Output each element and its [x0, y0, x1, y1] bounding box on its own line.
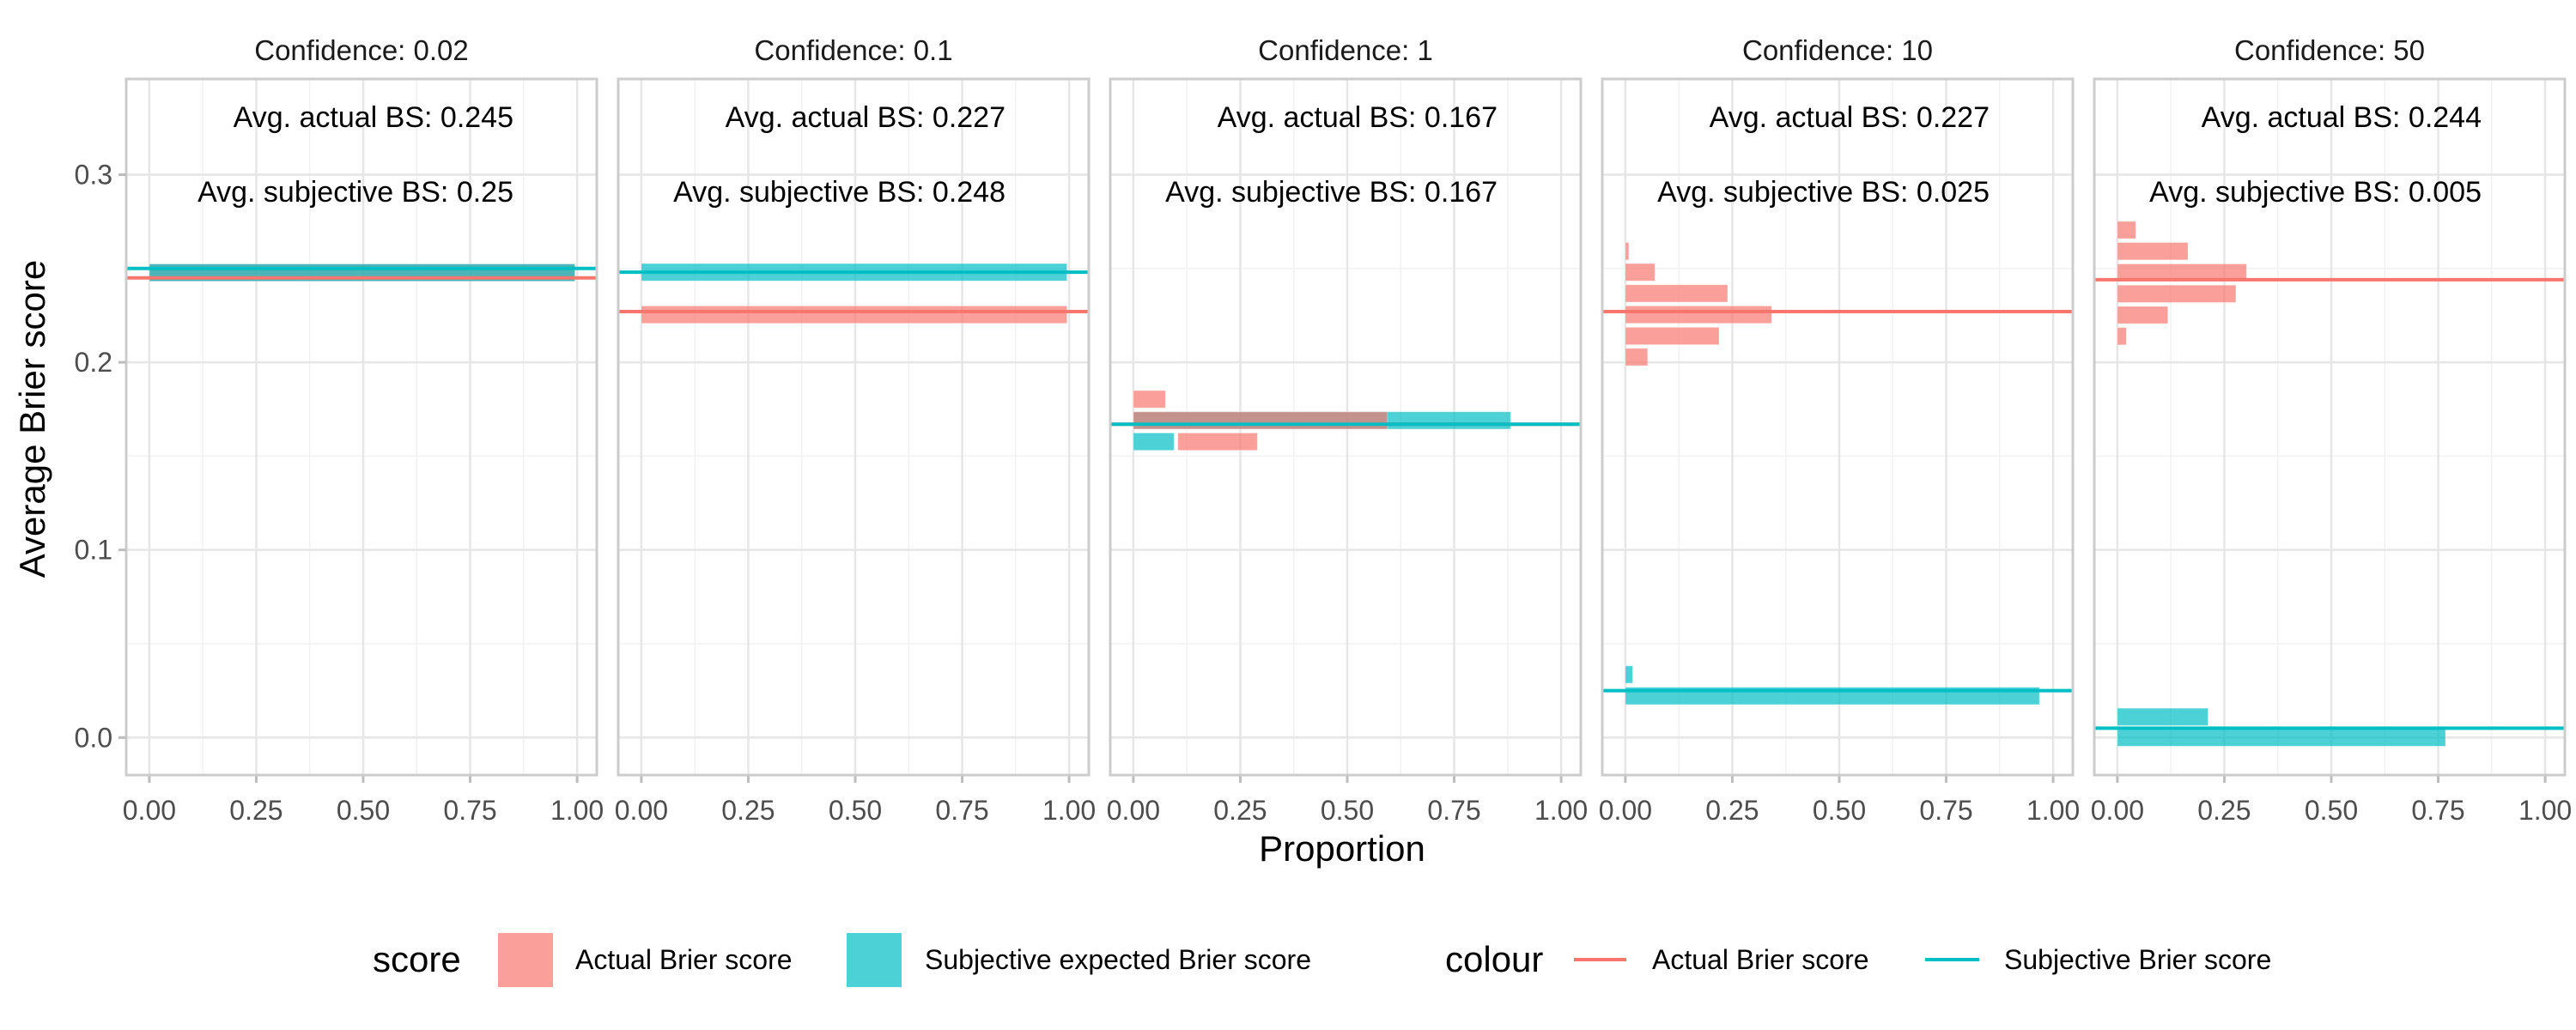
histogram-bar-actual [641, 305, 1068, 324]
x-tick-label: 0.75 [1919, 795, 1972, 826]
histogram-bar-actual [1625, 348, 1649, 367]
x-tick-label: 0.00 [1107, 795, 1160, 826]
y-tick-label: 0.0 [75, 722, 112, 753]
facet-strip-title: Confidence: 1 [1258, 34, 1433, 66]
annotation-avg-subjective: Avg. subjective BS: 0.248 [673, 176, 1005, 209]
y-tick-label: 0.3 [75, 159, 112, 190]
panel-background [618, 79, 1089, 775]
facet-strip-title: Confidence: 0.02 [254, 34, 469, 66]
legend-colour-title: colour [1445, 939, 1543, 979]
x-tick-label: 0.00 [2091, 795, 2144, 826]
facet-panel: 0.00 0.25 0.50 0.75 1.00 Confidence: 0.02 Avg.… [123, 34, 604, 826]
x-tick-label: 0.25 [721, 795, 775, 826]
y-axis: 0.0 0.1 0.2 0.3 [75, 159, 126, 753]
annotation-avg-subjective: Avg. subjective BS: 0.025 [1657, 176, 1990, 209]
x-tick-label: 0.75 [935, 795, 988, 826]
histogram-bar-actual [2117, 242, 2189, 261]
histogram-bar-subjective [1133, 432, 1175, 451]
x-tick-label: 0.75 [443, 795, 496, 826]
panel-border [617, 77, 1091, 777]
x-tick-label: 0.25 [1705, 795, 1759, 826]
x-tick-label: 0.75 [2411, 795, 2464, 826]
annotation-avg-actual: Avg. actual BS: 0.167 [1218, 101, 1498, 134]
y-tick-label: 0.1 [75, 535, 112, 566]
facet-panel: 0.00 0.25 0.50 0.75 1.00 Confidence: 50 Avg. a… [2091, 34, 2572, 826]
facet-strip-title: Confidence: 50 [2234, 34, 2425, 66]
x-tick-label: 0.50 [1813, 795, 1866, 826]
facet-panel: 0.00 0.25 0.50 0.75 1.00 Confidence: 0.1 Avg. … [615, 34, 1096, 826]
legend-label-subjective-line: Subjective Brier score [2004, 944, 2271, 975]
facet-panel: 0.00 0.25 0.50 0.75 1.00 Confidence: 10 Avg. a… [1599, 34, 2080, 826]
panel-border [2093, 77, 2567, 777]
histogram-bar-subjective [2117, 728, 2446, 747]
annotation-avg-subjective: Avg. subjective BS: 0.25 [197, 176, 513, 209]
facet-panels: 0.00 0.25 0.50 0.75 1.00 Confidence: 0.02 Avg.… [123, 34, 2572, 826]
histogram-bar-actual [1177, 432, 1258, 451]
x-tick-label: 0.00 [615, 795, 668, 826]
x-tick-label: 0.75 [1427, 795, 1480, 826]
panel-background [1602, 79, 2073, 775]
annotation-avg-actual: Avg. actual BS: 0.227 [726, 101, 1005, 134]
histogram-bar-actual [1625, 284, 1728, 303]
histogram-bar-actual [2117, 284, 2237, 303]
panel-background [2094, 79, 2565, 775]
x-tick-label: 1.00 [550, 795, 604, 826]
histogram-bar-subjective [2117, 707, 2209, 726]
facet-strip-title: Confidence: 0.1 [754, 34, 952, 66]
y-axis-title: Average Brier score [12, 260, 52, 578]
x-tick-label: 0.00 [123, 795, 176, 826]
histogram-bar-actual [2117, 306, 2169, 324]
legend-label-subjective-fill: Subjective expected Brier score [925, 944, 1311, 975]
x-axis-title: Proportion [1259, 828, 1425, 869]
x-tick-label: 1.00 [2518, 795, 2572, 826]
histogram-bar-actual [1133, 411, 1388, 430]
annotation-avg-subjective: Avg. subjective BS: 0.005 [2149, 176, 2482, 209]
histogram-bar-actual [1625, 242, 1630, 261]
annotation-avg-actual: Avg. actual BS: 0.245 [234, 101, 513, 134]
x-tick-label: 0.25 [229, 795, 283, 826]
x-tick-label: 1.00 [2026, 795, 2080, 826]
histogram-bar-actual [1625, 305, 1772, 324]
histogram-bar-subjective [1625, 665, 1633, 684]
y-tick-label: 0.2 [75, 347, 112, 378]
annotation-avg-actual: Avg. actual BS: 0.227 [1710, 101, 1990, 134]
legend: score Actual Brier score Subjective expe… [373, 933, 2271, 987]
legend-key-subjective-fill [847, 933, 902, 987]
x-tick-label: 0.50 [1321, 795, 1374, 826]
legend-key-actual-fill [498, 933, 553, 987]
x-tick-label: 0.50 [337, 795, 390, 826]
x-tick-label: 1.00 [1534, 795, 1588, 826]
histogram-bar-actual [1625, 326, 1720, 346]
panel-background [126, 79, 597, 775]
x-tick-label: 0.25 [1213, 795, 1267, 826]
facet-strip-title: Confidence: 10 [1742, 34, 1933, 66]
histogram-bar-actual [1625, 263, 1656, 282]
panel-border [1109, 77, 1583, 777]
x-tick-label: 0.50 [829, 795, 882, 826]
annotation-avg-actual: Avg. actual BS: 0.244 [2202, 101, 2482, 134]
legend-label-actual-fill: Actual Brier score [575, 944, 793, 975]
facet-panel: 0.00 0.25 0.50 0.75 1.00 Confidence: 1 Avg. ac… [1107, 34, 1588, 826]
legend-fill-title: score [373, 939, 461, 979]
x-tick-label: 0.50 [2305, 795, 2358, 826]
legend-label-actual-line: Actual Brier score [1652, 944, 1869, 975]
x-tick-label: 0.00 [1599, 795, 1652, 826]
x-tick-label: 1.00 [1042, 795, 1096, 826]
histogram-bar-actual [1133, 390, 1166, 409]
panel-border [125, 77, 598, 777]
annotation-avg-subjective: Avg. subjective BS: 0.167 [1165, 176, 1498, 209]
panel-border [1601, 77, 2075, 777]
histogram-bar-actual [2117, 221, 2136, 239]
x-tick-label: 0.25 [2197, 795, 2251, 826]
histogram-bar-actual [2117, 327, 2127, 346]
